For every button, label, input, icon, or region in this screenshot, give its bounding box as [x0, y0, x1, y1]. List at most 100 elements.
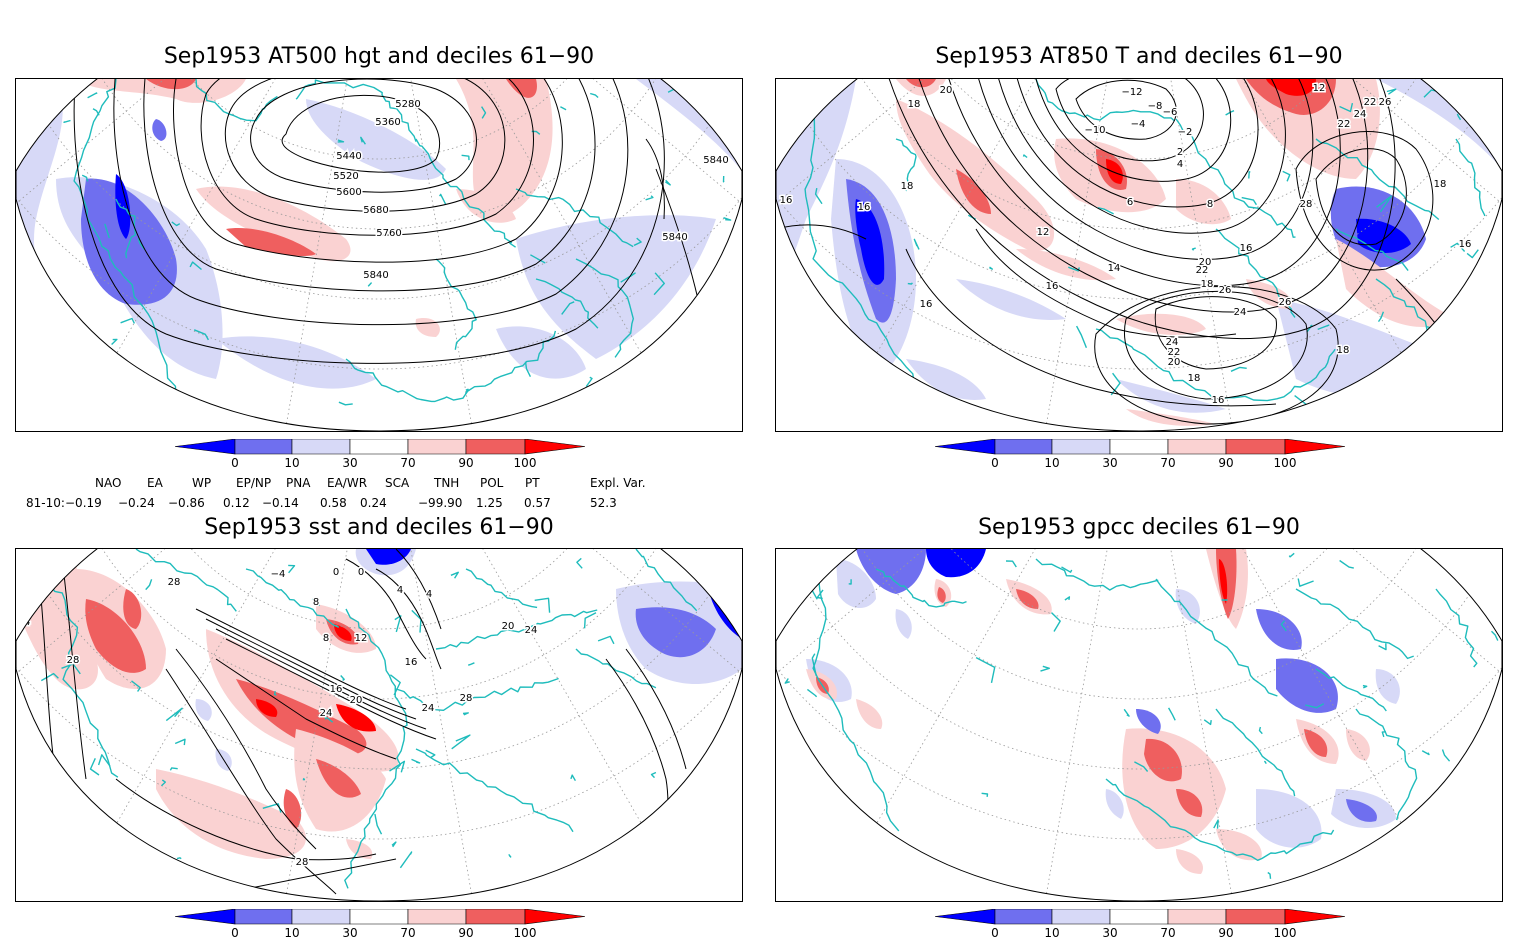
index-header: TNH	[434, 476, 460, 490]
contour-line	[115, 778, 377, 861]
contour-label: 24	[1234, 307, 1247, 318]
colorbar-tick-label: 100	[1273, 926, 1297, 940]
contour-label: 2	[1177, 147, 1183, 158]
contour-line	[73, 79, 665, 364]
decile-shading	[1105, 789, 1124, 819]
contour-line	[625, 648, 687, 770]
contour-label: 24	[320, 708, 333, 719]
index-row-label: 81-10:	[26, 496, 65, 510]
contour-line	[175, 648, 317, 850]
contour-line	[200, 79, 534, 236]
decile-shading	[1256, 609, 1302, 650]
decile-shading	[334, 624, 352, 641]
contour-label: 8	[1207, 199, 1213, 210]
contour-lines	[776, 79, 1477, 425]
colorbar-segment	[1167, 909, 1227, 925]
decile-shading	[1116, 379, 1226, 413]
contour-label: 18	[901, 181, 914, 192]
colorbar-tick-label: 90	[458, 926, 474, 940]
hemisphere-outline	[776, 549, 1502, 901]
decile-shading	[856, 699, 883, 729]
contour-line	[1124, 290, 1308, 400]
contour-label: −6	[1163, 107, 1178, 118]
colorbar-gpcc: 0 10 30 70 90 100	[935, 909, 1345, 949]
colorbar-segment	[349, 909, 409, 925]
contour-label: 16	[780, 195, 793, 206]
contour-label: 28	[67, 655, 80, 666]
contour-line	[165, 668, 337, 895]
decile-shading	[336, 704, 376, 732]
contour-line	[975, 79, 1314, 260]
decile-shading	[1136, 709, 1161, 734]
contour-line	[215, 628, 427, 730]
decile-shading	[1122, 728, 1226, 849]
map-panel-hgt500: 5280 5360 5440 5520 5600 5680 5760 5840 5840 5840	[15, 78, 743, 432]
decile-shading	[956, 169, 991, 214]
colorbar-segment	[1284, 439, 1345, 455]
map-content: 28 24 28 −4 0 0 4 8 4 8 12 16 16 20 24 24 20 24 28 28 28	[16, 549, 742, 901]
contour-label: 16	[858, 202, 871, 213]
contour-label: 28	[1300, 199, 1313, 210]
decile-shading	[146, 79, 196, 90]
contour-label: −4	[271, 569, 286, 580]
contour-line	[375, 568, 442, 670]
decile-shading	[195, 699, 212, 721]
contour-line	[113, 79, 629, 326]
decile-shading	[1176, 179, 1231, 225]
contour-label: −10	[1084, 125, 1105, 136]
decile-shading	[937, 587, 946, 603]
colorbar-segment	[1284, 909, 1345, 925]
colorbar-tick-label: 70	[400, 456, 416, 470]
index-value: 0.58	[320, 496, 347, 510]
contour-line	[885, 79, 1396, 340]
contour-label: 16	[1240, 243, 1253, 254]
colorbar-tick-label: 30	[342, 456, 358, 470]
decile-shading	[906, 359, 986, 400]
colorbar-tick-label: 10	[1044, 926, 1060, 940]
decile-shading	[1266, 79, 1316, 96]
contour-label: 5600	[336, 187, 361, 198]
colorbar-segment	[1051, 909, 1111, 925]
contour-label: 16	[1212, 395, 1225, 406]
index-header: EP/NP	[236, 476, 272, 490]
index-value: −0.14	[262, 496, 299, 510]
colorbar-segment	[407, 909, 467, 925]
colorbar-segment	[1051, 439, 1111, 455]
contour-label: 4	[397, 585, 403, 596]
index-value: 0.57	[524, 496, 551, 510]
decile-shading	[316, 759, 361, 798]
contour-line	[1094, 286, 1339, 425]
contour-label: 16	[405, 657, 418, 668]
index-value: −99.90	[418, 496, 463, 510]
decile-shading	[496, 326, 586, 379]
decile-shading	[226, 228, 316, 257]
hemisphere-outline	[776, 79, 1502, 431]
contour-label: −8	[1148, 101, 1163, 112]
colorbar-segment	[349, 439, 409, 455]
colorbar-tick-label: 100	[513, 926, 537, 940]
contour-label: 5840	[703, 155, 728, 166]
colorbar-tick-label: 100	[513, 456, 537, 470]
contour-line	[215, 658, 397, 760]
contour-label: 22	[1338, 119, 1351, 130]
decile-shading	[1144, 738, 1182, 782]
decile-shading	[1126, 409, 1216, 426]
index-header: POL	[480, 476, 504, 490]
decile-shading	[896, 99, 1055, 251]
decile-shading	[81, 178, 177, 305]
colorbar-tick-label: 90	[1218, 456, 1234, 470]
contour-label: 28	[722, 567, 735, 578]
decile-shading	[1116, 313, 1206, 335]
decile-shading	[1346, 729, 1370, 761]
index-header: Expl. Var.	[590, 476, 646, 490]
index-value: −0.19	[65, 496, 102, 510]
decile-shading	[236, 679, 367, 755]
panel-title-gpcc: Sep1953 gpcc deciles 61−90	[978, 515, 1300, 540]
panel-title-t850: Sep1953 AT850 T and deciles 61−90	[935, 44, 1343, 69]
contour-line	[143, 79, 596, 292]
colorbar-segment	[1109, 909, 1169, 925]
contour-label: −2	[1178, 127, 1193, 138]
contour-label: 20	[1199, 257, 1212, 268]
panel-title-hgt500: Sep1953 AT500 hgt and deciles 61−90	[163, 44, 595, 69]
